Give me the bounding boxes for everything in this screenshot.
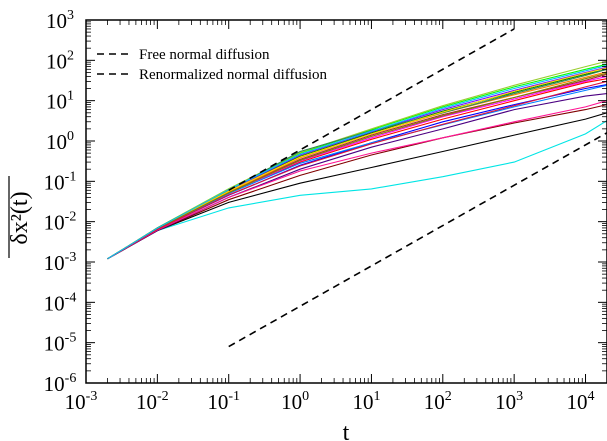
y-tick-label: 10-4 (44, 290, 77, 315)
series-line-3 (107, 104, 607, 260)
series-line-16 (107, 84, 607, 260)
x-tick-label: 10-3 (65, 389, 98, 414)
x-tick-label: 102 (424, 389, 452, 414)
reference-line-1 (228, 28, 515, 191)
y-axis-label-group: δx²(t) (7, 176, 33, 258)
series-line-18 (107, 72, 607, 260)
y-tick-label: 10-2 (44, 210, 77, 235)
series-line-17 (107, 67, 607, 260)
y-tick-label: 10-1 (44, 169, 77, 194)
x-tick-label: 104 (567, 389, 595, 414)
tick-labels-layer: 10-3 10-2 10-1 100 101 102 103 104 10-6 10-5 10-4 1… (44, 8, 595, 414)
y-tick-label: 10-5 (44, 331, 77, 356)
y-tick-label: 102 (46, 48, 74, 73)
y-tick-label: 100 (46, 129, 74, 154)
x-tick-label: 103 (495, 389, 523, 414)
reference-lines-layer (228, 28, 607, 348)
series-line-8 (107, 73, 607, 260)
x-tick-label: 100 (281, 389, 309, 414)
series-line-14 (107, 100, 607, 260)
y-tick-label: 10-6 (44, 371, 77, 396)
x-tick-label: 10-1 (207, 389, 240, 414)
series-line-10 (107, 68, 607, 260)
series-line-20 (107, 64, 607, 260)
series-line-1 (107, 120, 607, 260)
series-line-19 (107, 80, 607, 260)
series-line-2 (107, 112, 607, 260)
y-axis-label: δx²(t) (7, 191, 33, 244)
legend-entry-label: Free normal diffusion (139, 47, 270, 63)
x-axis-label: t (343, 420, 350, 441)
x-tick-label: 101 (352, 389, 380, 414)
series-layer (107, 60, 607, 260)
plot-frame (85, 19, 607, 384)
legend: Free normal diffusion Renormalized normal… (97, 47, 328, 83)
y-tick-label: 101 (46, 89, 74, 114)
series-line-15 (107, 68, 607, 260)
y-tick-label: 10-3 (44, 250, 77, 275)
ticks-layer (85, 19, 607, 384)
y-tick-label: 103 (46, 8, 74, 33)
x-tick-label: 10-2 (136, 389, 169, 414)
series-line-5 (107, 84, 607, 260)
reference-line-2 (228, 132, 607, 348)
legend-entry-label: Renormalized normal diffusion (139, 67, 328, 83)
series-line-7 (107, 75, 607, 260)
series-line-9 (107, 71, 607, 260)
